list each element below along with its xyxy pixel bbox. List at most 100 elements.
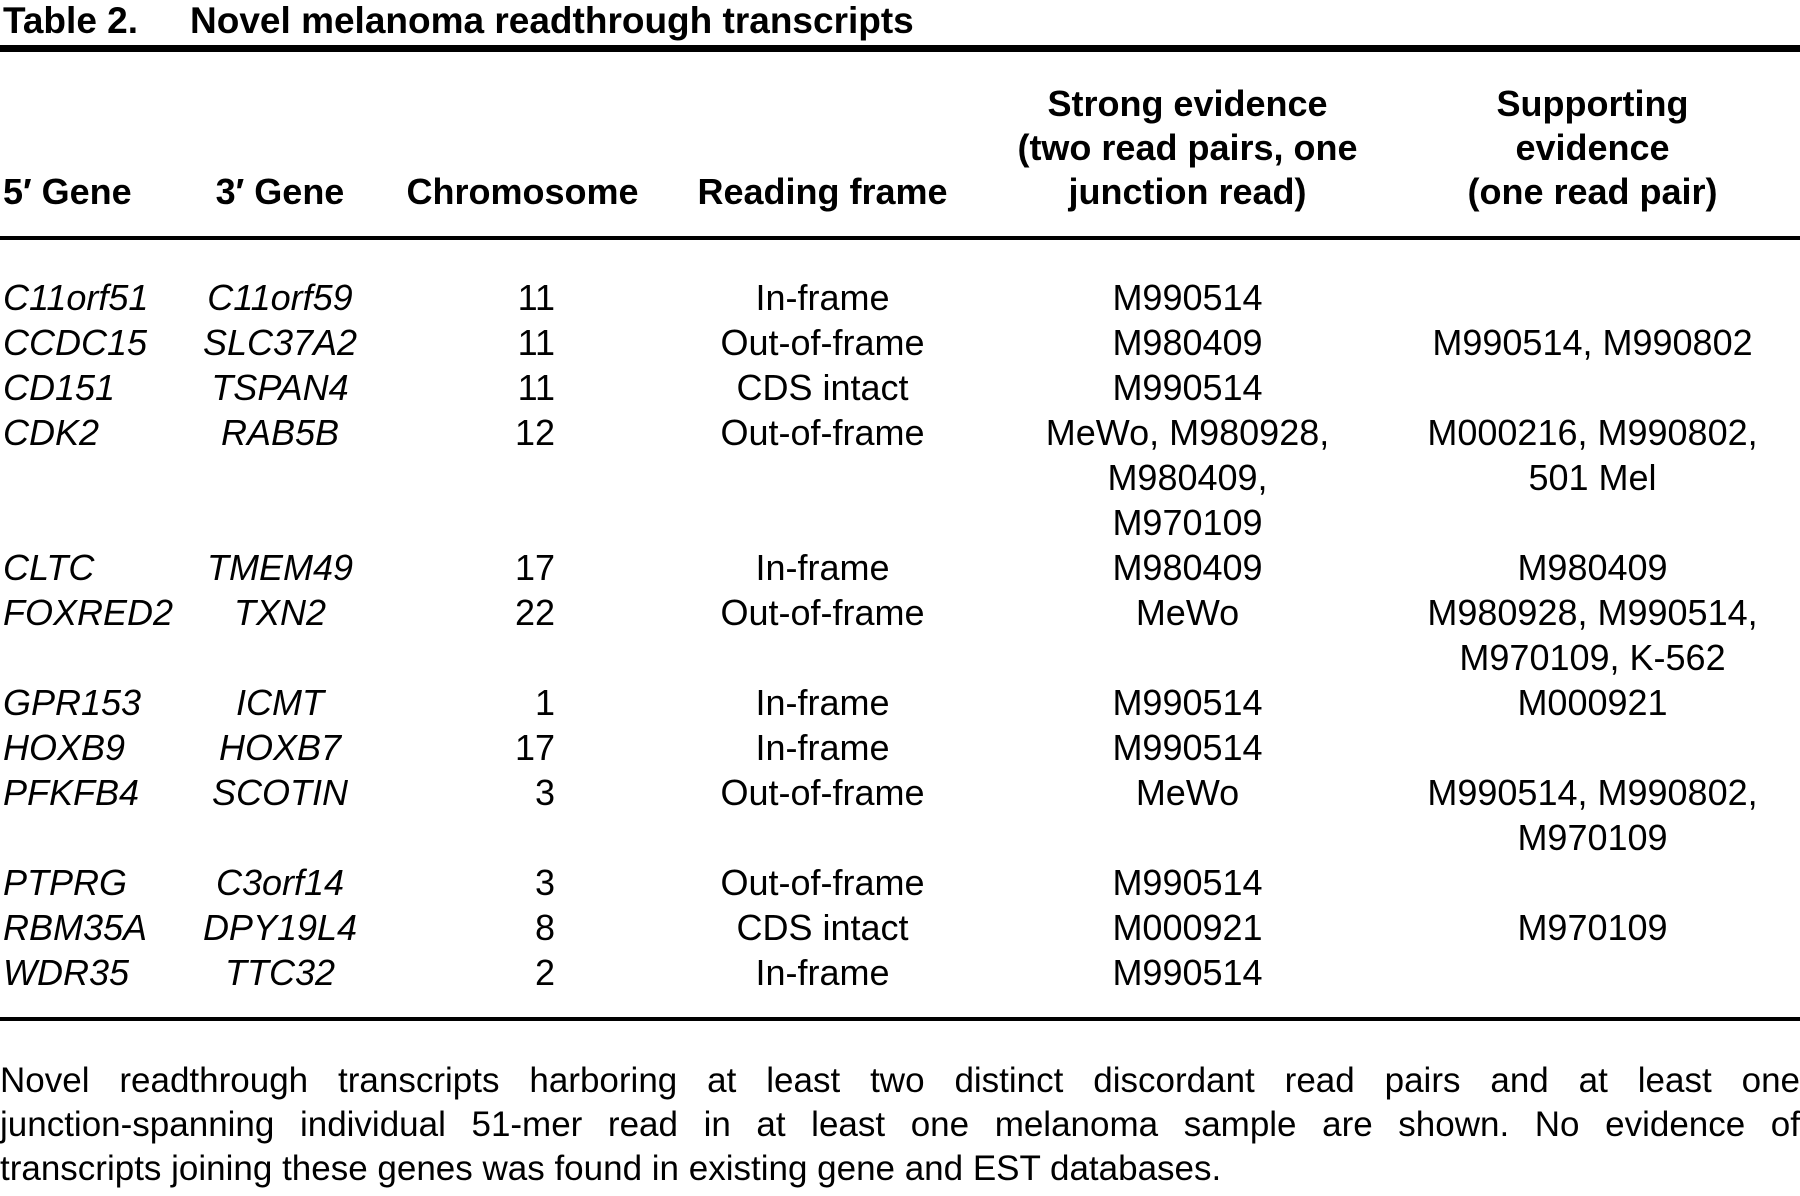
evidence-line: M970109 <box>1517 817 1668 858</box>
cell-gene5: PFKFB4 <box>0 770 170 860</box>
cell-chromosome: 11 <box>390 238 655 320</box>
evidence-line: M980409 <box>1112 547 1263 588</box>
cell-strong: MeWo <box>990 590 1385 680</box>
cell-text: 1 <box>534 682 555 723</box>
table-number-label: Table 2. <box>3 0 139 41</box>
cell-text: Out-of-frame <box>720 592 925 633</box>
cell-strong: M990514 <box>990 365 1385 410</box>
cell-text: SLC37A2 <box>202 322 358 363</box>
cell-text: HOXB9 <box>3 727 126 768</box>
header-line: evidence <box>1515 127 1670 168</box>
evidence-line: M980409 <box>1112 322 1263 363</box>
header-line: Supporting <box>1496 83 1689 124</box>
cell-supporting <box>1385 950 1800 1019</box>
cell-gene5: CCDC15 <box>0 320 170 365</box>
evidence-line: M970109 <box>1112 502 1263 543</box>
table-row: CLTC TMEM49 17 In-frame M980409 M980409 <box>0 545 1800 590</box>
cell-frame: In-frame <box>655 238 990 320</box>
header-line: Reading frame <box>697 171 948 212</box>
cell-supporting: M970109 <box>1385 905 1800 950</box>
evidence-line: M000921 <box>1517 682 1668 723</box>
cell-text: 17 <box>514 727 555 768</box>
cell-gene5: WDR35 <box>0 950 170 1019</box>
cell-text: 8 <box>534 907 555 948</box>
cell-text: 22 <box>514 592 555 633</box>
cell-frame: In-frame <box>655 725 990 770</box>
cell-gene3: TMEM49 <box>170 545 390 590</box>
cell-text: In-frame <box>755 277 890 318</box>
cell-gene3: C3orf14 <box>170 860 390 905</box>
cell-chromosome: 2 <box>390 950 655 1019</box>
readthrough-transcripts-table: 5′ Gene 3′ Gene Chromosome Reading frame Str… <box>0 52 1800 1021</box>
cell-frame: Out-of-frame <box>655 410 990 545</box>
header-row: 5′ Gene 3′ Gene Chromosome Reading frame Str… <box>0 52 1800 240</box>
table-title: Table 2. Novel melanoma readthrough trans… <box>0 0 1800 45</box>
cell-chromosome: 8 <box>390 905 655 950</box>
cell-chromosome: 11 <box>390 365 655 410</box>
evidence-line: M980409 <box>1517 547 1668 588</box>
cell-strong: M980409 <box>990 545 1385 590</box>
cell-frame: Out-of-frame <box>655 590 990 680</box>
evidence-line: M980409, <box>1107 457 1268 498</box>
cell-strong: MeWo, M980928, M980409, M970109 <box>990 410 1385 545</box>
cell-strong: MeWo <box>990 770 1385 860</box>
cell-strong: M990514 <box>990 725 1385 770</box>
table-row: CDK2 RAB5B 12 Out-of-frame MeWo, M980928, M98… <box>0 410 1800 545</box>
cell-supporting <box>1385 238 1800 320</box>
cell-frame: In-frame <box>655 950 990 1019</box>
cell-chromosome: 17 <box>390 725 655 770</box>
header-line: junction read) <box>1068 171 1307 212</box>
table-row: C11orf51 C11orf59 11 In-frame M990514 <box>0 238 1800 320</box>
cell-gene5: CDK2 <box>0 410 170 545</box>
table-footnote: Novel readthrough transcripts harboring … <box>0 1059 1800 1191</box>
cell-supporting <box>1385 365 1800 410</box>
cell-text: HOXB7 <box>218 727 342 768</box>
table-row: HOXB9 HOXB7 17 In-frame M990514 <box>0 725 1800 770</box>
cell-chromosome: 17 <box>390 545 655 590</box>
evidence-line: M980928, M990514, <box>1427 592 1758 633</box>
cell-text: PFKFB4 <box>3 772 140 813</box>
cell-text: In-frame <box>755 682 890 723</box>
cell-chromosome: 3 <box>390 860 655 905</box>
cell-supporting: M980409 <box>1385 545 1800 590</box>
column-header-strong: Strong evidence (two read pairs, one junct… <box>990 52 1385 240</box>
header-line: (two read pairs, one <box>1017 127 1358 168</box>
cell-text: SCOTIN <box>211 772 348 813</box>
cell-gene5: FOXRED2 <box>0 590 174 680</box>
cell-text: Out-of-frame <box>720 862 925 903</box>
column-header-supporting: Supporting evidence (one read pair) <box>1385 52 1800 240</box>
cell-frame: In-frame <box>655 680 990 725</box>
table-row: FOXRED2 TXN2 22 Out-of-frame MeWo M980928, M9… <box>0 590 1800 680</box>
evidence-line: M990514 <box>1112 952 1263 993</box>
evidence-line: 501 Mel <box>1528 457 1657 498</box>
evidence-line: M990514 <box>1112 277 1263 318</box>
cell-text: PTPRG <box>3 862 128 903</box>
header-line: Chromosome <box>406 171 639 212</box>
cell-strong: M980409 <box>990 320 1385 365</box>
cell-text: TXN2 <box>233 592 327 633</box>
cell-text: 12 <box>514 412 555 453</box>
evidence-line: M990514, M990802 <box>1432 322 1753 363</box>
cell-text: RBM35A <box>3 907 148 948</box>
cell-gene3: TSPAN4 <box>170 365 390 410</box>
top-rule <box>0 45 1800 52</box>
cell-gene3: TTC32 <box>170 950 390 1019</box>
evidence-line: M990514 <box>1112 367 1263 408</box>
table-row: CCDC15 SLC37A2 11 Out-of-frame M980409 M99051… <box>0 320 1800 365</box>
cell-gene5: GPR153 <box>0 680 170 725</box>
cell-frame: Out-of-frame <box>655 770 990 860</box>
cell-text: C11orf59 <box>207 277 353 318</box>
cell-gene3: ICMT <box>170 680 390 725</box>
header-line: 5′ Gene <box>3 171 132 212</box>
column-header-chromosome: Chromosome <box>390 52 655 240</box>
cell-text: FOXRED2 <box>3 592 174 633</box>
cell-chromosome: 12 <box>390 410 655 545</box>
cell-text: RAB5B <box>220 412 340 453</box>
cell-gene5: C11orf51 <box>0 238 170 320</box>
cell-text: GPR153 <box>3 682 142 723</box>
table-row: RBM35A DPY19L4 8 CDS intact M000921 M970109 <box>0 905 1800 950</box>
cell-text: 11 <box>517 367 555 408</box>
header-line: Strong evidence <box>1047 83 1328 124</box>
cell-supporting: M000216, M990802, 501 Mel <box>1385 410 1800 545</box>
cell-text: TTC32 <box>224 952 336 993</box>
